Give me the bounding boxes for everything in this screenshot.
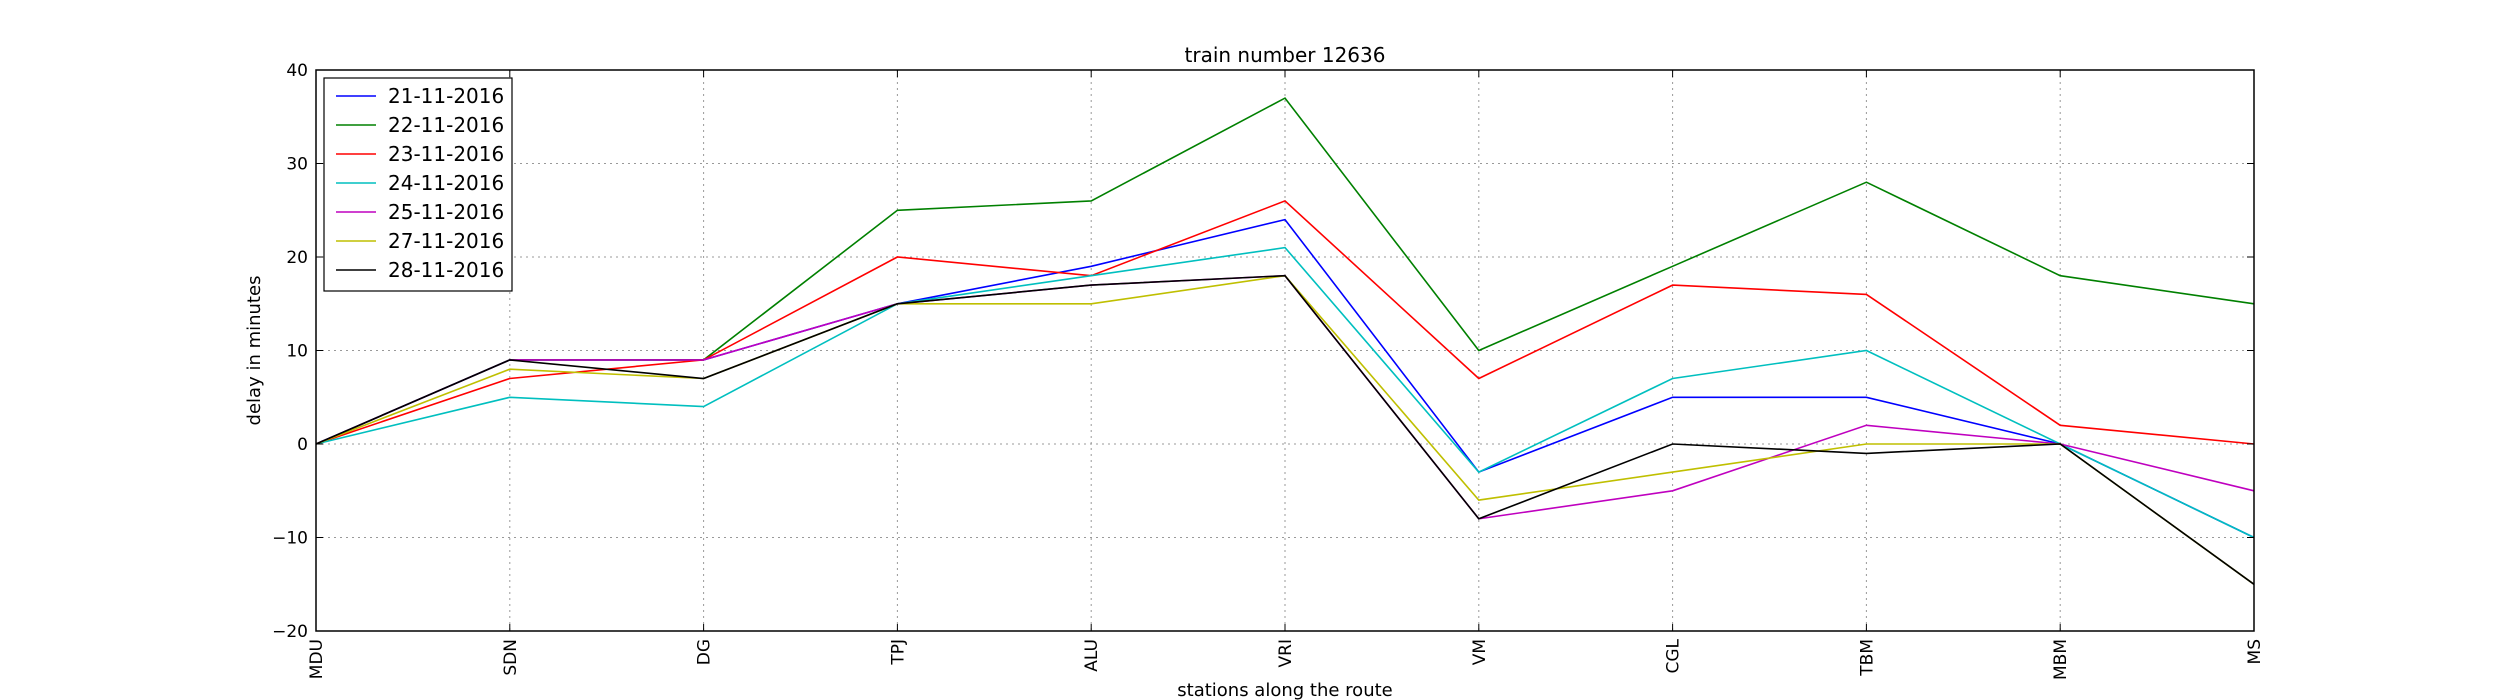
axis-ticks: MDU SDN DG TPJ ALU VRI VM CGL TBM MBM MS −20 −10 0 10 2…: [272, 61, 2265, 680]
x-tick-label: SDN: [501, 639, 521, 676]
y-tick-label: 20: [286, 248, 308, 268]
legend-box: [323, 77, 513, 292]
y-axis-label: delay in minutes: [244, 276, 265, 426]
series-line: [315, 199, 2255, 445]
y-tick-label: −20: [272, 622, 308, 642]
series-line: [315, 218, 2255, 539]
x-tick-label: CGL: [1664, 638, 1684, 673]
legend-label: 27-11-2016: [388, 229, 504, 253]
legend-label: 24-11-2016: [388, 171, 504, 195]
chart-title: train number 12636: [1185, 43, 1386, 67]
legend-label: 25-11-2016: [388, 200, 504, 224]
x-tick-label: MDU: [307, 639, 327, 679]
series-line: [315, 274, 2255, 585]
x-tick-label: TBM: [1857, 639, 1877, 677]
x-tick-label: TPJ: [888, 639, 908, 666]
x-tick-label: VRI: [1276, 639, 1296, 667]
y-tick-label: −10: [272, 529, 308, 549]
grid: [315, 69, 2255, 632]
y-tick-label: 0: [297, 435, 308, 455]
x-tick-label: DG: [695, 639, 715, 665]
legend-label: 23-11-2016: [388, 142, 504, 166]
legend-label: 21-11-2016: [388, 84, 504, 108]
series-line: [315, 246, 2255, 539]
x-tick-label: MS: [2245, 639, 2265, 664]
y-tick-label: 30: [286, 155, 308, 175]
legend-label: 28-11-2016: [388, 258, 504, 282]
legend: 21-11-2016 22-11-2016 23-11-2016 24-11-2016…: [323, 77, 513, 292]
x-tick-label: MBM: [2051, 639, 2071, 680]
y-tick-label: 10: [286, 342, 308, 362]
y-tick-label: 40: [286, 61, 308, 81]
series-lines: [315, 97, 2255, 585]
x-tick-label: VM: [1470, 639, 1490, 665]
x-tick-label: ALU: [1082, 639, 1102, 672]
x-axis-label: stations along the route: [1177, 680, 1392, 700]
legend-label: 22-11-2016: [388, 113, 504, 137]
